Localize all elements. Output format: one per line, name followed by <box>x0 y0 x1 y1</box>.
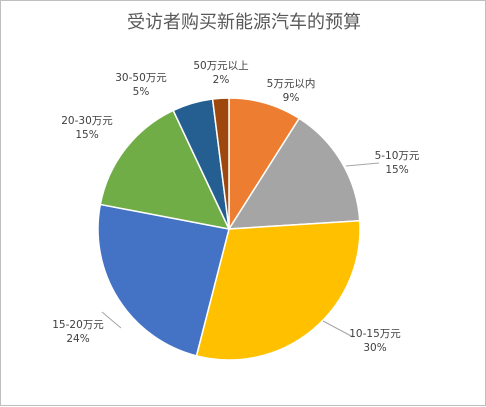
value-label-5: 15% <box>75 129 98 141</box>
category-label-4: 15-20万元 <box>52 319 104 331</box>
category-label-1: 5万元以内 <box>267 77 316 90</box>
value-label-4: 24% <box>66 333 89 345</box>
category-label-6: 30-50万元 <box>115 72 167 84</box>
pie-slice-4 <box>97 203 230 357</box>
value-label-3: 30% <box>363 342 386 354</box>
leader-line-2 <box>345 162 380 167</box>
chart-title: 受访者购买新能源汽车的预算 <box>127 12 361 33</box>
category-label-3: 10-15万元 <box>349 328 401 340</box>
pie-slice-7 <box>211 97 230 230</box>
pie-slices <box>97 97 361 361</box>
value-label-1: 9% <box>283 92 300 104</box>
leader-lines <box>101 162 380 338</box>
pie-slice-5 <box>99 109 231 231</box>
pie-slice-3 <box>195 219 361 361</box>
category-label-2: 5-10万元 <box>375 150 420 162</box>
category-label-5: 20-30万元 <box>61 115 113 127</box>
value-label-6: 5% <box>133 86 150 98</box>
value-label-7: 2% <box>213 74 230 86</box>
leader-line-4 <box>101 311 122 329</box>
value-label-2: 15% <box>385 164 408 176</box>
category-label-7: 50万元以上 <box>193 60 248 72</box>
leader-line-3 <box>322 320 354 338</box>
data-labels: 5万元以内 9% 5-10万元 15% 10-15万元 30% 15-20万元 24% 20-3… <box>52 60 420 354</box>
pie-slice-2 <box>227 117 361 230</box>
